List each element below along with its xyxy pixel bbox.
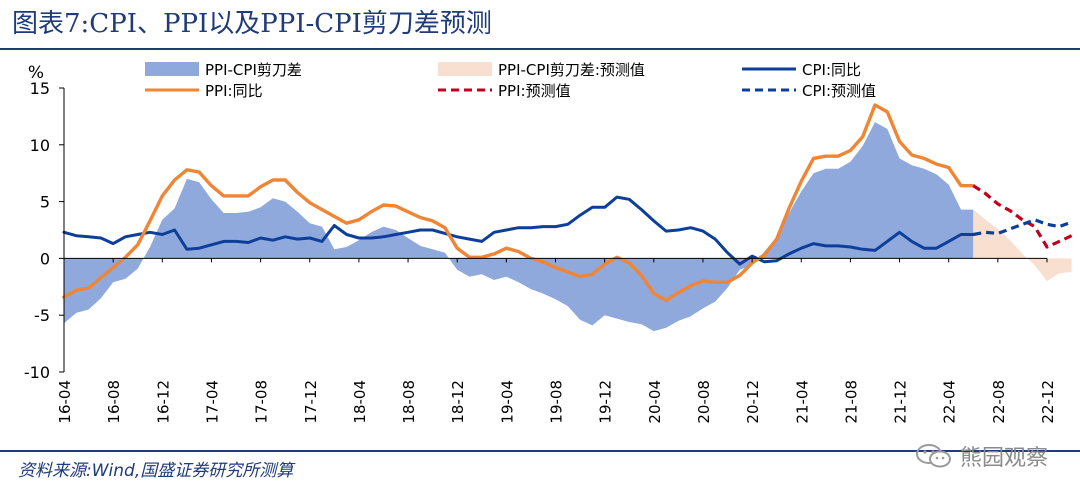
y-tick-label: 15 <box>30 79 50 98</box>
x-tick-layer: 16-04 16-08 16-12 17-04 17-08 17-12 18-04 18-08… <box>56 258 1057 424</box>
y-tick-label: -10 <box>24 363 50 382</box>
x-tick-label: 18-04 <box>351 380 369 424</box>
cpi_forecast-line <box>973 218 1073 237</box>
x-tick-label: 16-12 <box>154 380 172 424</box>
x-tick-label: 17-04 <box>203 380 221 424</box>
y-tick-label: 10 <box>30 136 50 155</box>
legend-label-cpi_forecast: CPI:预测值 <box>802 82 876 100</box>
chart-area: % -10 -5 0 5 10 15 16-04 16-08 16-12 17-04 17-08 1… <box>0 50 1080 450</box>
y-tick-label: 5 <box>40 193 50 212</box>
footer-divider <box>0 450 1080 452</box>
legend-label-cpi: CPI:同比 <box>802 61 861 79</box>
title-divider <box>0 48 1080 50</box>
y-tick-label: 0 <box>40 249 50 268</box>
x-tick-label: 22-12 <box>1039 380 1057 424</box>
legend-swatch-spread <box>145 62 199 76</box>
y-tick-layer: -10 -5 0 5 10 15 <box>24 79 64 382</box>
x-tick-label: 20-04 <box>646 380 664 424</box>
x-tick-label: 19-08 <box>548 380 566 424</box>
x-tick-label: 17-12 <box>302 380 320 424</box>
x-tick-label: 20-08 <box>695 380 713 424</box>
y-tick-label: -5 <box>34 306 50 325</box>
x-tick-label: 19-04 <box>498 380 516 424</box>
x-tick-label: 21-04 <box>793 380 811 424</box>
wechat-icon <box>915 444 951 468</box>
source-note: 资料来源:Wind,国盛证券研究所测算 <box>18 461 294 481</box>
cpi-line <box>62 195 975 266</box>
legend: PPI-CPI剪刀差 PPI-CPI剪刀差:预测值 CPI:同比 PPI:同比 PPI:… <box>145 61 876 100</box>
x-tick-label: 18-08 <box>400 380 418 424</box>
x-tick-label: 18-12 <box>449 380 467 424</box>
area-layer <box>64 122 1072 332</box>
x-tick-label: 22-08 <box>990 380 1008 424</box>
x-tick-label: 16-08 <box>105 380 123 424</box>
ppi_forecast-line <box>972 184 1073 249</box>
legend-label-ppi_forecast: PPI:预测值 <box>498 82 571 100</box>
x-tick-label: 16-04 <box>56 380 74 424</box>
spread-area <box>64 122 974 332</box>
watermark-text: 熊园观察 <box>959 446 1048 471</box>
line-layer <box>62 103 1073 303</box>
x-tick-label: 21-08 <box>842 380 860 424</box>
x-tick-label: 21-12 <box>892 380 910 424</box>
watermark: 熊园观察 <box>914 440 1048 472</box>
legend-swatch-spread_forecast <box>438 62 492 76</box>
x-tick-label: 20-12 <box>744 380 762 424</box>
y-axis-unit-label: % <box>28 63 44 83</box>
ppi-line <box>62 103 975 303</box>
legend-label-spread: PPI-CPI剪刀差 <box>205 61 302 79</box>
x-tick-label: 17-08 <box>253 380 271 424</box>
x-tick-label: 22-04 <box>941 380 959 424</box>
x-tick-label: 19-12 <box>597 380 615 424</box>
spread_forecast-area <box>973 209 1072 282</box>
legend-label-spread_forecast: PPI-CPI剪刀差:预测值 <box>498 61 645 79</box>
chart-title: 图表7:CPI、PPI以及PPI-CPI剪刀差预测 <box>12 9 492 39</box>
legend-label-ppi: PPI:同比 <box>205 82 263 100</box>
